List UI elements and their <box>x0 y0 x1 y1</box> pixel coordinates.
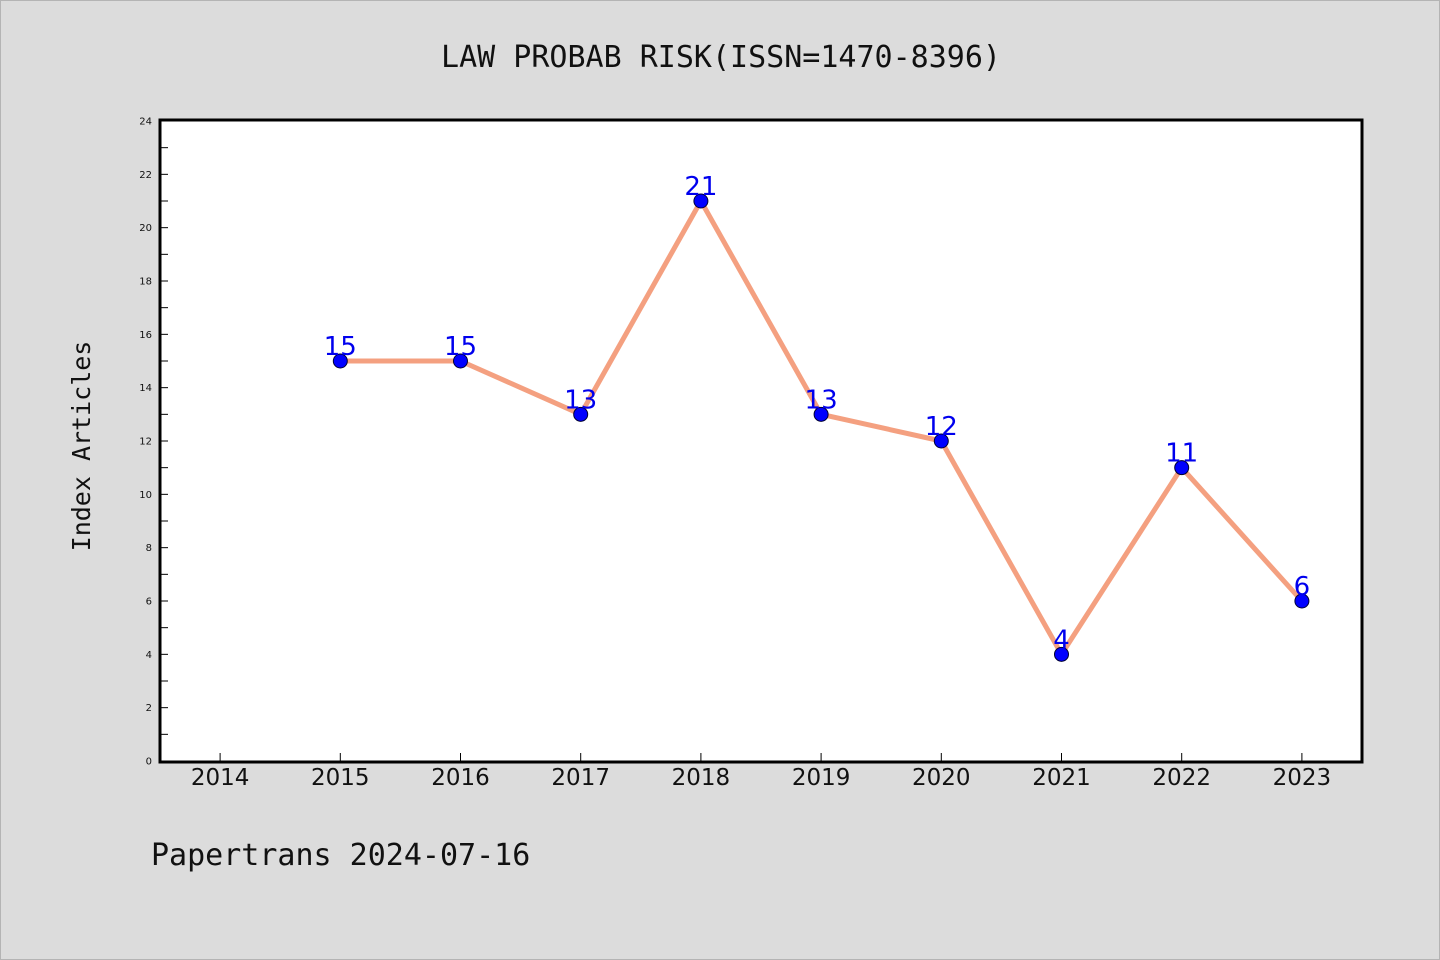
data-label: 12 <box>925 412 958 442</box>
data-point <box>1174 460 1190 476</box>
x-tick-label: 2023 <box>1273 765 1332 791</box>
data-label: 4 <box>1053 625 1070 655</box>
footer-caption: Papertrans 2024-07-16 <box>151 838 530 873</box>
data-point <box>813 406 829 422</box>
x-tick-label: 2019 <box>792 765 851 791</box>
x-tick-label: 2016 <box>431 765 490 791</box>
x-tick-label: 2022 <box>1152 765 1211 791</box>
y-tick-label: 14 <box>139 383 152 394</box>
x-tick-label: 2017 <box>551 765 610 791</box>
y-tick-label: 22 <box>139 170 152 181</box>
y-tick-label: 2 <box>146 703 152 714</box>
x-tick-label: 2020 <box>912 765 971 791</box>
y-tick-label: 6 <box>146 597 152 608</box>
x-tick-label: 2015 <box>311 765 370 791</box>
y-tick-label: 24 <box>139 117 152 128</box>
x-tick-label: 2018 <box>672 765 731 791</box>
data-point <box>453 353 468 369</box>
y-tick-label: 0 <box>146 757 152 768</box>
data-point <box>933 433 949 449</box>
data-label: 13 <box>805 385 838 415</box>
x-axis-ticks: 2014 2015 2016 2017 2018 2019 2020 2021 2022 2023 <box>191 753 1331 791</box>
y-tick-label: 16 <box>139 330 152 341</box>
y-tick-label: 4 <box>146 650 152 661</box>
data-label: 13 <box>564 385 597 415</box>
data-point <box>693 193 709 209</box>
data-label: 21 <box>684 172 717 202</box>
data-label: 11 <box>1165 439 1198 469</box>
y-tick-label: 20 <box>139 223 152 234</box>
y-tick-label: 8 <box>146 543 152 554</box>
y-tick-label: 18 <box>139 277 152 288</box>
y-tick-label: 12 <box>139 437 152 448</box>
chart-title: LAW PROBAB RISK(ISSN=1470-8396) <box>441 40 1001 75</box>
data-point <box>573 406 589 422</box>
y-tick-label: 10 <box>139 490 152 501</box>
data-label: 15 <box>444 332 477 362</box>
x-tick-label: 2014 <box>191 765 250 791</box>
data-label: 6 <box>1294 572 1311 602</box>
data-point <box>1054 646 1069 662</box>
series: 15 15 13 21 13 12 4 11 6 <box>324 172 1311 662</box>
data-label: 15 <box>324 332 357 362</box>
data-point <box>1294 593 1310 609</box>
plot-area <box>158 118 1364 764</box>
y-axis-label: Index Articles <box>67 341 96 552</box>
data-point <box>332 353 348 369</box>
x-tick-label: 2021 <box>1032 765 1091 791</box>
